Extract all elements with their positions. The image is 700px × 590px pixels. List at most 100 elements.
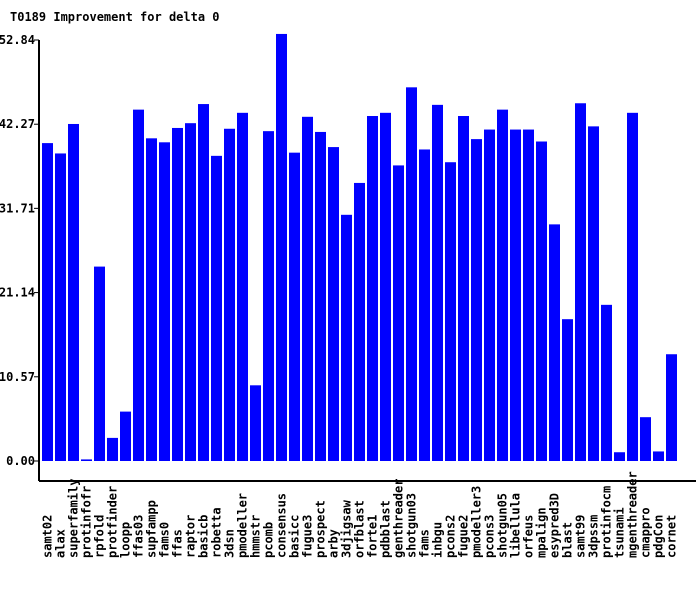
x-tick-label: ffas03: [132, 515, 146, 558]
bar-pcomb: [263, 131, 274, 461]
bar-rpfold: [94, 266, 105, 461]
x-tick-label: pdbblast: [379, 500, 393, 558]
x-tick-label: 3djigsaw: [340, 499, 354, 558]
bar-forte1: [367, 116, 378, 461]
x-tick-label: tsunami: [613, 507, 627, 558]
x-tick-label: inbgu: [431, 522, 445, 558]
x-tick-label: orfeus: [522, 515, 536, 558]
bar-alax: [55, 153, 66, 461]
bar-shotgun05: [497, 109, 508, 462]
x-tick-label: orfblast: [353, 500, 367, 558]
bar-tsunami: [614, 452, 625, 461]
x-tick-label: raptor: [184, 515, 198, 558]
bar-superfamily: [68, 123, 79, 461]
x-axis-tick-labels: samt02 alax superfamily protinfofr rpfold pro…: [41, 471, 679, 558]
x-tick-label: 3dpssm: [587, 515, 601, 558]
bar-cornet: [666, 354, 677, 461]
x-tick-label: esypred3D: [548, 493, 562, 558]
x-tick-label: genthreader: [392, 479, 406, 558]
x-tick-label: arby: [327, 529, 341, 558]
bar-supfampp: [146, 138, 157, 462]
x-tick-label: protinfofr: [80, 486, 94, 558]
bar-fugue2: [458, 116, 469, 461]
x-tick-label: shotgun03: [405, 493, 419, 558]
y-tick-label: 42.27: [0, 117, 35, 131]
x-tick-label: rpfold: [93, 515, 107, 558]
bar-3djigsaw: [341, 214, 352, 461]
bar-fugue3: [302, 116, 313, 461]
bar-mgenthreader: [627, 112, 638, 461]
x-tick-label: fugue2: [457, 515, 471, 558]
x-tick-label: loopp: [119, 522, 133, 558]
x-tick-label: forte1: [366, 515, 380, 558]
bar-pdbblast: [380, 112, 391, 461]
bar-basicb: [198, 104, 209, 461]
x-tick-label: supfampp: [145, 500, 159, 558]
x-tick-label: ffas: [171, 529, 185, 558]
bar-inbgu: [432, 104, 443, 461]
x-tick-label: pmodeller3: [470, 486, 484, 558]
x-tick-label: fams: [418, 529, 432, 558]
bar-shotgun03: [406, 87, 417, 461]
bar-orfeus: [523, 129, 534, 461]
bar-libellula: [510, 129, 521, 461]
bar-robetta: [211, 155, 222, 461]
chart-title: T0189 Improvement for delta 0: [10, 10, 220, 24]
y-axis-ticks: 0.00 10.57 21.14 31.71 42.27 52.84: [0, 33, 39, 468]
bar-fams: [419, 149, 430, 461]
x-tick-label: 3dsn: [223, 529, 237, 558]
bar-ffas: [172, 127, 183, 461]
x-tick-label: shotgun05: [496, 493, 510, 558]
bar-esypred3D: [549, 224, 560, 461]
bar-orfblast: [354, 182, 365, 461]
y-tick-label: 52.84: [0, 33, 35, 47]
bar-samt02: [42, 143, 53, 461]
x-tick-label: fugue3: [301, 515, 315, 558]
x-tick-label: mgenthreader: [626, 471, 640, 558]
bar-protinfocm: [601, 304, 612, 461]
bar-basicc: [289, 152, 300, 461]
bar-protfinder: [107, 437, 118, 461]
x-tick-label: pcons2: [444, 515, 458, 558]
x-tick-label: fams0: [158, 522, 172, 558]
bar-3dpssm: [588, 126, 599, 461]
bar-pdgCon: [653, 451, 664, 461]
x-tick-label: basicb: [197, 515, 211, 558]
x-tick-label: alax: [54, 529, 68, 558]
x-tick-label: consensus: [275, 493, 289, 558]
bar-hmmstr: [250, 385, 261, 461]
x-tick-label: samt02: [41, 515, 55, 558]
x-tick-label: pcomb: [262, 522, 276, 558]
bar-samt99: [575, 103, 586, 462]
x-tick-label: superfamily: [67, 479, 81, 558]
bar-cmappro: [640, 417, 651, 461]
bars: [42, 33, 677, 462]
bar-mpalign: [536, 141, 547, 461]
x-tick-label: protinfocm: [600, 486, 614, 558]
x-tick-label: basicc: [288, 515, 302, 558]
x-tick-label: blast: [561, 522, 575, 558]
bar-genthreader: [393, 165, 404, 461]
x-tick-label: robetta: [210, 507, 224, 558]
y-tick-label: 31.71: [0, 201, 35, 215]
bar-raptor: [185, 123, 196, 461]
bar-fams0: [159, 142, 170, 461]
x-tick-label: mpalign: [535, 507, 549, 558]
bar-arby: [328, 147, 339, 461]
x-tick-label: pmodeller: [236, 493, 250, 558]
x-tick-label: cmappro: [639, 507, 653, 558]
x-tick-label: samt99: [574, 515, 588, 558]
x-tick-label: hmmstr: [249, 515, 263, 558]
bar-pcons2: [445, 162, 456, 461]
x-tick-label: protfinder: [106, 486, 120, 558]
bar-3dsn: [224, 128, 235, 461]
x-tick-label: pcons3: [483, 515, 497, 558]
bar-loopp: [120, 411, 131, 461]
bar-protinfofr: [81, 459, 92, 461]
x-tick-label: prospect: [314, 500, 328, 558]
bar-pcons3: [484, 129, 495, 461]
bar-ffas03: [133, 109, 144, 462]
bar-blast: [562, 319, 573, 461]
x-tick-label: libellula: [509, 493, 523, 558]
